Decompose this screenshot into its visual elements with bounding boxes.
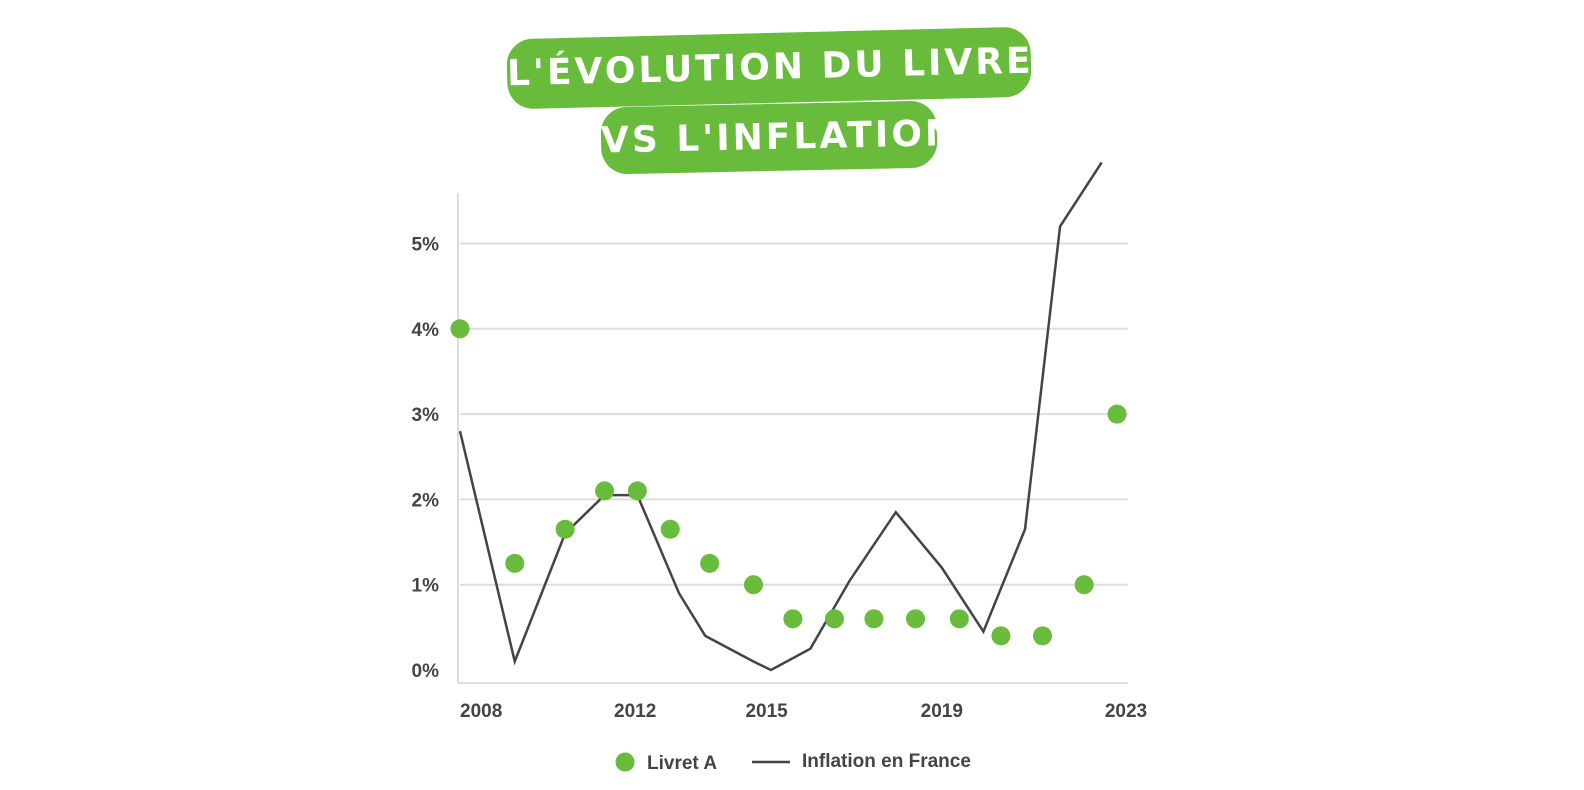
livret-a-point: [505, 553, 525, 573]
livret-a-point: [1033, 626, 1053, 646]
y-tick-label: 1%: [412, 576, 440, 597]
y-tick-label: 3%: [412, 405, 440, 426]
livret-a-point: [660, 519, 680, 539]
axes: 0% 1% 2% 3% 4% 5% 2008 2012 2015 2019 2023: [412, 193, 1147, 722]
livret-a-point: [555, 519, 575, 539]
livret-a-point: [1107, 404, 1127, 424]
y-tick-label: 5%: [412, 235, 440, 256]
gridlines: [460, 242, 1128, 586]
legend-marker-livret-a: [615, 752, 635, 772]
y-tick-label: 4%: [412, 320, 440, 341]
legend-label-inflation: Inflation en France: [802, 751, 971, 772]
x-tick-label: 2012: [614, 701, 656, 722]
livret-a-point: [783, 609, 803, 629]
livret-a-point: [595, 481, 615, 501]
livret-a-point: [991, 626, 1011, 646]
livret-a-point: [743, 575, 763, 595]
livret-a-point: [1074, 575, 1094, 595]
x-tick-label: 2019: [921, 701, 963, 722]
x-tick-label: 2008: [460, 701, 502, 722]
livret-a-point: [949, 609, 969, 629]
x-tick-label: 2015: [745, 701, 788, 722]
livret-a-point: [700, 553, 720, 573]
livret-a-point: [450, 319, 470, 339]
livret-a-point: [824, 609, 844, 629]
series-layer: [450, 161, 1127, 672]
livret-a-point: [627, 481, 647, 501]
x-tick-label: 2023: [1105, 701, 1147, 722]
legend: Livret A Inflation en France: [615, 751, 971, 774]
legend-label-livret-a: Livret A: [647, 753, 717, 774]
livret-a-point: [864, 609, 884, 629]
y-tick-label: 0%: [412, 661, 440, 682]
livret-a-point: [906, 609, 926, 629]
inflation-line: [458, 161, 1103, 672]
y-tick-label: 2%: [412, 490, 440, 511]
